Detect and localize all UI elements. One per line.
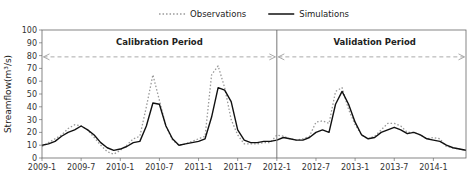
legend-swatch xyxy=(159,13,185,15)
y-tick-label: 30 xyxy=(27,116,37,125)
x-tick xyxy=(120,158,121,161)
x-tick xyxy=(159,158,160,161)
x-tick-label: 2011-1 xyxy=(184,163,212,172)
y-tick xyxy=(39,119,42,120)
y-tick-label: 10 xyxy=(27,141,37,150)
span-arrow xyxy=(44,54,276,60)
x-tick-label: 2013-7 xyxy=(380,163,408,172)
legend-label: Simulations xyxy=(299,9,349,19)
background xyxy=(0,0,474,184)
y-tick-label: 50 xyxy=(27,90,37,99)
y-tick xyxy=(39,132,42,133)
y-axis: 0 10 20 30 40 50 60 70 80 90 100 xyxy=(22,26,42,163)
x-tick-label: 2014-1 xyxy=(419,163,447,172)
x-tick-label: 2010-7 xyxy=(145,163,173,172)
x-tick xyxy=(433,158,434,161)
y-tick xyxy=(39,94,42,95)
x-tick xyxy=(42,158,43,161)
x-tick-label: 2011-7 xyxy=(224,163,252,172)
y-tick xyxy=(39,81,42,82)
y-tick-label: 100 xyxy=(22,26,37,35)
y-tick-label: 70 xyxy=(27,64,37,73)
x-tick xyxy=(276,158,277,161)
y-tick xyxy=(39,106,42,107)
x-axis: 2009-1 2009-7 2010-1 2010-7 2011-1 2011-7 2012… xyxy=(28,158,448,172)
y-tick xyxy=(39,145,42,146)
legend-label: Observations xyxy=(190,9,247,19)
x-tick-label: 2010-1 xyxy=(106,163,134,172)
x-tick xyxy=(394,158,395,161)
divider xyxy=(276,30,277,158)
y-tick-label: 60 xyxy=(27,77,37,86)
x-tick-label: 2013-1 xyxy=(341,163,369,172)
legend: Observations Simulations xyxy=(159,9,349,19)
y-tick-label: 80 xyxy=(27,52,37,61)
span-arrow xyxy=(278,54,464,60)
y-axis-label: Streamflow(m³/s) xyxy=(3,55,13,133)
x-tick xyxy=(237,158,238,161)
x-tick xyxy=(355,158,356,161)
frame xyxy=(42,30,466,158)
y-tick xyxy=(39,42,42,43)
legend-item: Simulations xyxy=(268,9,349,19)
y-tick-label: 40 xyxy=(27,103,37,112)
period-label: Calibration Period xyxy=(116,37,203,47)
y-tick-label: 20 xyxy=(27,128,37,137)
x-tick xyxy=(81,158,82,161)
arrow-head xyxy=(459,54,465,60)
y-tick xyxy=(39,68,42,69)
x-tick xyxy=(315,158,316,161)
arrow-head xyxy=(278,54,284,60)
plot-area xyxy=(42,30,466,158)
span-line xyxy=(278,56,464,57)
y-tick-label: 0 xyxy=(32,154,37,163)
series-line xyxy=(42,66,466,154)
span-line xyxy=(44,56,276,57)
y-tick xyxy=(39,30,42,31)
series-line xyxy=(42,88,466,151)
y-tick xyxy=(39,158,42,159)
chart: 0 10 20 30 40 50 60 70 80 90 100 2009-1 2009-7 2010-1… xyxy=(0,0,474,184)
legend-item: Observations xyxy=(159,9,247,19)
arrow-head xyxy=(269,54,275,60)
x-tick xyxy=(198,158,199,161)
period-label: Validation Period xyxy=(333,37,415,47)
legend-swatch xyxy=(268,13,294,15)
x-tick-label: 2012-7 xyxy=(302,163,330,172)
x-tick-label: 2009-7 xyxy=(67,163,95,172)
arrow-head xyxy=(44,54,50,60)
x-tick-label: 2009-1 xyxy=(28,163,56,172)
y-tick-label: 90 xyxy=(27,39,37,48)
x-tick-label: 2012-1 xyxy=(263,163,291,172)
y-tick xyxy=(39,55,42,56)
